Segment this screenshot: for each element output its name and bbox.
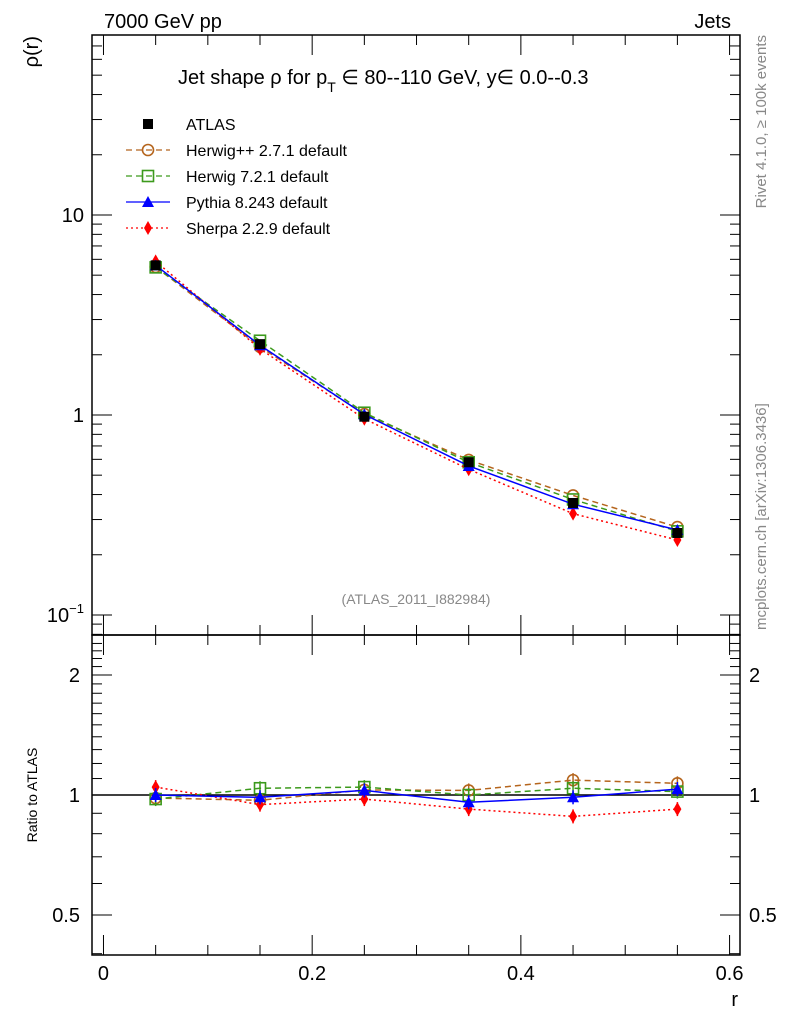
ratio-ytick-label-right: 2 xyxy=(749,665,760,687)
main-ytick-label: 1 xyxy=(73,405,84,427)
ratio-point-pythia-8-243-default xyxy=(254,791,266,803)
main-point-atlas xyxy=(359,411,370,422)
main-point-atlas xyxy=(568,497,579,508)
title-subscript: T xyxy=(327,79,336,95)
ratio-point-pythia-8-243-default xyxy=(149,789,162,801)
ratio-point-pythia-8-243-default xyxy=(567,791,580,803)
header-left: 7000 GeV pp xyxy=(104,11,222,33)
ratio-point-sherpa-2-2-9-default xyxy=(360,792,369,807)
ratio-line-herwig-2-7-1-default xyxy=(155,779,678,802)
legend-marker xyxy=(141,143,155,157)
ratio-point-pythia-8-243-default xyxy=(462,796,475,808)
ratio-ytick-label-left: 2 xyxy=(69,665,80,687)
main-point-atlas xyxy=(463,457,474,468)
legend-label: Herwig++ 2.7.1 default xyxy=(186,143,348,160)
title-part-b: ∈ 80--110 GeV, y∈ 0.0--0.3 xyxy=(336,67,589,89)
ratio-ytick-label-left: 0.5 xyxy=(52,905,80,927)
xtick-label: 0.4 xyxy=(507,963,535,985)
main-line-herwig-7-2-1-default xyxy=(155,266,678,533)
mcplots-label: mcplots.cern.ch [arXiv:1306.3436] xyxy=(753,403,770,630)
legend-label: Pythia 8.243 default xyxy=(186,195,328,212)
xtick-label: 0.2 xyxy=(298,963,326,985)
main-line-herwig-2-7-1-default xyxy=(155,266,678,528)
main-ytick-label: 10 xyxy=(62,205,84,227)
ratio-point-pythia-8-243-default xyxy=(358,784,371,796)
legend-label: Sherpa 2.2.9 default xyxy=(186,221,331,238)
xtick-label: 0 xyxy=(98,963,109,985)
legend-marker xyxy=(143,119,153,129)
ratio-point-sherpa-2-2-9-default xyxy=(151,780,160,795)
ratio-point-pythia-8-243-default xyxy=(671,783,684,795)
main-line-pythia-8-243-default xyxy=(155,264,678,531)
ratio-ytick-label-left: 1 xyxy=(69,785,80,807)
main-line-sherpa-2-2-9-default xyxy=(155,260,678,541)
rivet-label: Rivet 4.1.0, ≥ 100k events xyxy=(753,35,770,208)
main-point-atlas xyxy=(150,260,161,271)
xlabel: r xyxy=(731,989,738,1011)
legend-marker xyxy=(144,221,152,235)
title-part-a: Jet shape ρ for p xyxy=(178,67,327,89)
ratio-ytick-label-right: 1 xyxy=(749,785,760,807)
legend-entry-herwig-2-7-1-default: Herwig++ 2.7.1 default xyxy=(126,143,348,160)
legend-entry-sherpa-2-2-9-default: Sherpa 2.2.9 default xyxy=(126,221,331,238)
main-point-sherpa-2-2-9-default xyxy=(569,506,578,521)
legend-entry-pythia-8-243-default: Pythia 8.243 default xyxy=(126,195,328,212)
xtick-label: 0.6 xyxy=(716,963,744,985)
ratio-point-sherpa-2-2-9-default xyxy=(673,802,682,817)
ytick-base: 10 xyxy=(47,605,69,627)
main-ylabel: ρ(r) xyxy=(21,36,43,67)
ytick-base: 10 xyxy=(62,205,84,227)
legend-label: Herwig 7.2.1 default xyxy=(186,169,329,186)
legend-entry-herwig-7-2-1-default: Herwig 7.2.1 default xyxy=(126,169,329,186)
ratio-ylabel: Ratio to ATLAS xyxy=(24,748,40,843)
ytick-exponent: −1 xyxy=(69,601,84,616)
ratio-point-sherpa-2-2-9-default xyxy=(569,809,578,824)
header-right: Jets xyxy=(694,11,731,33)
legend-marker xyxy=(141,169,155,183)
ratio-line-pythia-8-243-default xyxy=(155,788,678,804)
legend-marker xyxy=(142,196,154,207)
main-point-atlas xyxy=(255,339,265,350)
analysis-annotation: (ATLAS_2011_I882984) xyxy=(342,591,491,607)
legend-label: ATLAS xyxy=(186,117,236,134)
plot-title: Jet shape ρ for pT ∈ 80--110 GeV, y∈ 0.0… xyxy=(178,67,589,95)
main-point-atlas xyxy=(672,527,683,538)
main-ytick-label: 10−1 xyxy=(47,601,84,627)
ytick-base: 1 xyxy=(73,405,84,427)
ratio-line-herwig-7-2-1-default xyxy=(155,786,678,800)
ratio-ytick-label-right: 0.5 xyxy=(749,905,777,927)
legend-entry-atlas: ATLAS xyxy=(143,117,236,134)
